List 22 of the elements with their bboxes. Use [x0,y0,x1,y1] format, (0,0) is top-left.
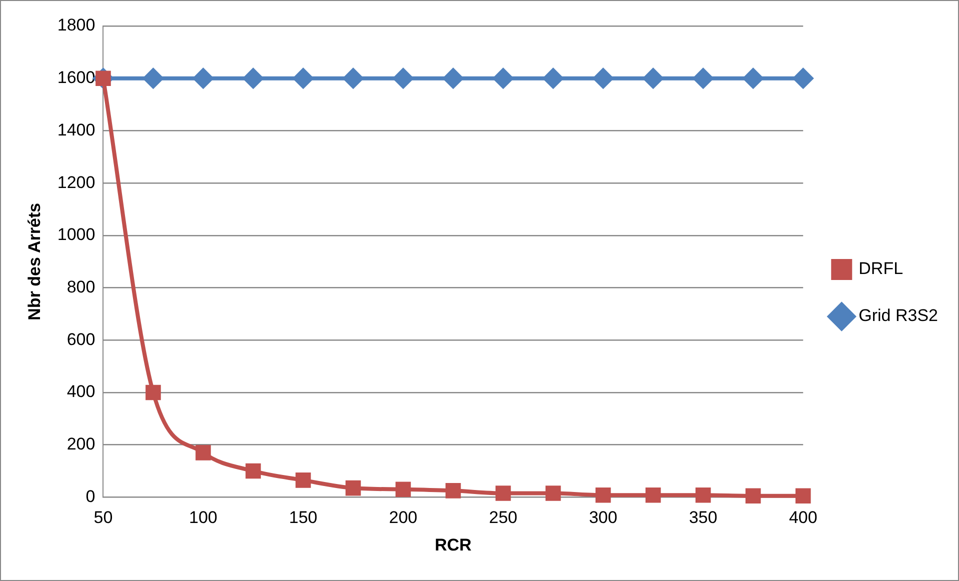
legend-label: DRFL [858,259,904,278]
x-tick-label: 300 [588,508,618,528]
y-tick-label: 1400 [57,120,96,140]
x-tick-label: 200 [388,508,418,528]
y-tick-label: 1800 [57,16,96,35]
y-tick-label: 1600 [57,68,96,88]
x-tick-label: 350 [688,508,718,528]
y-tick-label: 600 [66,330,96,349]
y-tick-label: 1200 [57,172,96,192]
y-tick-label: 800 [66,277,96,296]
y-axis-title: Nbr des Arréts [24,202,44,320]
x-tick-label: 250 [488,508,518,528]
y-tick-label: 0 [86,486,96,506]
y-tick-label: 400 [66,382,96,402]
x-tick-label: 50 [94,508,113,528]
x-tick-label: 100 [189,508,218,528]
x-axis-title: RCR [434,535,472,554]
x-tick-label: 400 [788,508,818,528]
y-tick-label: 200 [66,434,96,454]
x-tick-label: 150 [289,508,318,528]
legend-label: Grid R3S2 [858,306,938,326]
y-tick-label: 1000 [57,225,96,244]
